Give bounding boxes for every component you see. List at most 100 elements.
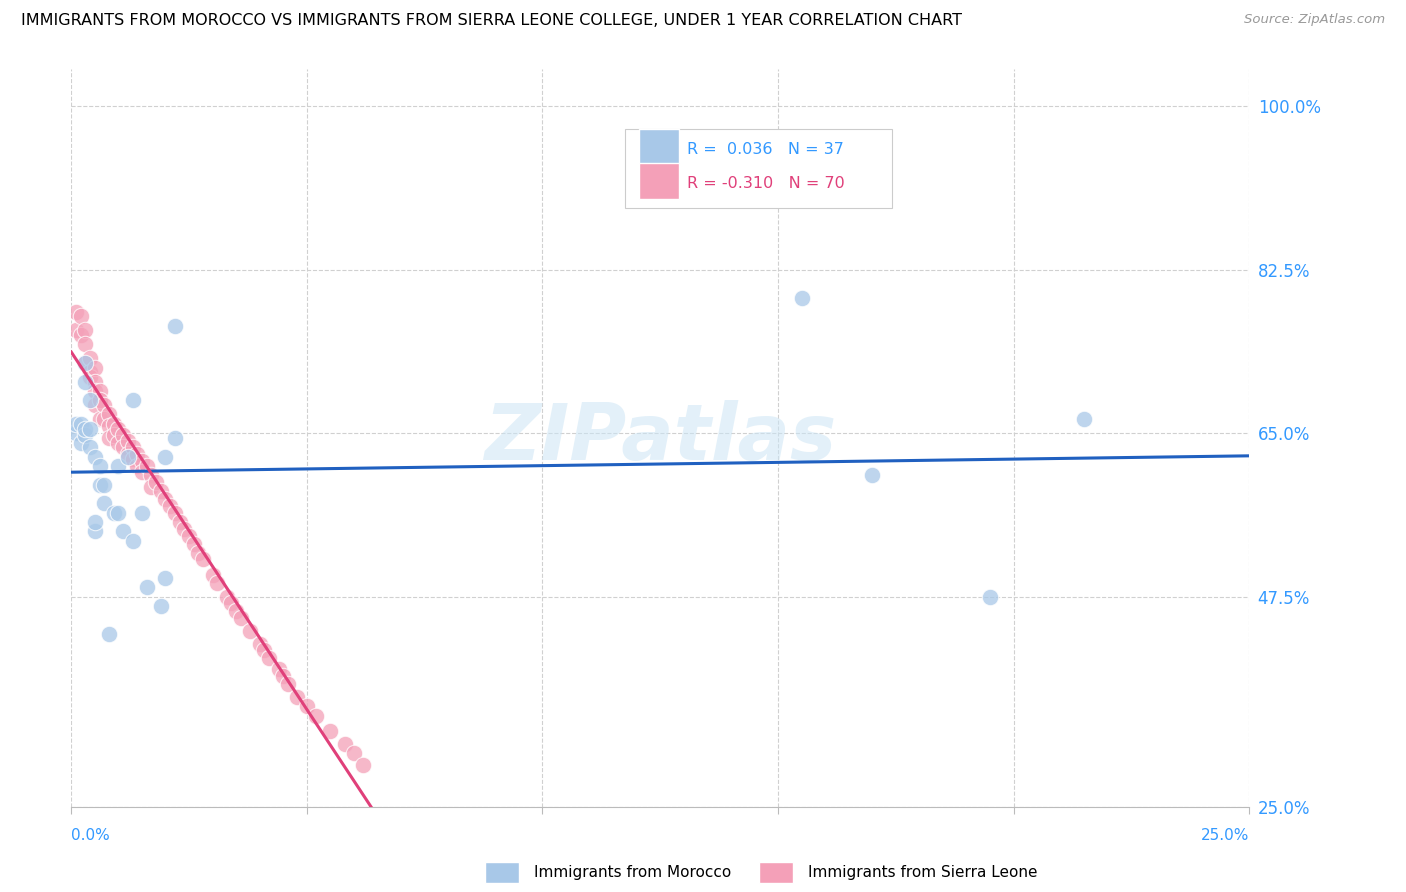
Point [352, 758, 374, 772]
Text: R =  0.036   N = 37: R = 0.036 N = 37 [688, 142, 844, 157]
Point [287, 690, 309, 704]
Point [107, 506, 129, 520]
Point [169, 515, 191, 529]
Point [141, 468, 163, 483]
Point [69, 310, 91, 324]
Point [107, 435, 129, 450]
Point [149, 599, 172, 614]
Point [131, 466, 153, 480]
Point [155, 491, 177, 506]
Point [163, 318, 186, 333]
Point [271, 669, 294, 683]
Point [75, 356, 97, 370]
Point [75, 421, 97, 435]
Point [83, 524, 105, 539]
Point [83, 360, 105, 375]
Point [89, 412, 111, 426]
Point [319, 723, 342, 738]
Point [83, 384, 105, 398]
Point [177, 529, 200, 543]
Point [121, 393, 143, 408]
Point [131, 454, 153, 468]
Point [65, 304, 87, 318]
Point [65, 417, 87, 431]
Point [93, 496, 115, 510]
Point [145, 475, 167, 489]
Point [79, 440, 101, 454]
Point [141, 480, 163, 494]
Point [860, 468, 883, 483]
Text: 25.0%: 25.0% [1201, 828, 1250, 843]
Point [117, 447, 139, 461]
Point [89, 393, 111, 408]
Point [93, 398, 115, 412]
Point [249, 636, 271, 650]
Point [149, 484, 172, 499]
Point [229, 611, 252, 625]
Point [103, 417, 125, 431]
Point [89, 384, 111, 398]
Point [107, 421, 129, 435]
Point [83, 375, 105, 389]
Point [163, 506, 186, 520]
Point [79, 370, 101, 384]
Point [159, 499, 181, 513]
Point [121, 452, 143, 467]
Point [333, 737, 356, 751]
Point [83, 398, 105, 412]
Point [343, 746, 366, 760]
Point [75, 337, 97, 351]
Point [89, 477, 111, 491]
Point [79, 421, 101, 435]
Point [257, 650, 280, 665]
Point [207, 575, 229, 590]
Point [155, 571, 177, 585]
Point [103, 428, 125, 442]
Point [83, 515, 105, 529]
Point [121, 533, 143, 548]
Point [131, 506, 153, 520]
Point [83, 450, 105, 464]
Point [93, 477, 115, 491]
Point [107, 458, 129, 473]
Point [187, 546, 209, 560]
Point [305, 708, 328, 723]
Point [117, 434, 139, 448]
Point [277, 677, 299, 691]
Point [97, 408, 120, 422]
Point [65, 323, 87, 337]
Point [112, 524, 135, 539]
Point [79, 393, 101, 408]
Point [127, 458, 149, 473]
Point [79, 365, 101, 379]
Point [295, 699, 318, 714]
Point [117, 450, 139, 464]
Point [201, 568, 224, 582]
Text: 0.0%: 0.0% [72, 828, 110, 843]
Point [173, 522, 195, 536]
Point [215, 590, 238, 604]
Point [97, 418, 120, 433]
Point [69, 328, 91, 343]
Point [155, 450, 177, 464]
Point [267, 662, 290, 676]
Point [979, 590, 1001, 604]
Text: R = -0.310   N = 70: R = -0.310 N = 70 [688, 177, 845, 192]
Point [121, 440, 143, 454]
Point [79, 351, 101, 366]
Text: Source: ZipAtlas.com: Source: ZipAtlas.com [1244, 13, 1385, 27]
Point [253, 643, 276, 657]
Point [75, 356, 97, 370]
Point [127, 447, 149, 461]
Text: IMMIGRANTS FROM MOROCCO VS IMMIGRANTS FROM SIERRA LEONE COLLEGE, UNDER 1 YEAR CO: IMMIGRANTS FROM MOROCCO VS IMMIGRANTS FR… [21, 13, 962, 29]
Text: Immigrants from Sierra Leone: Immigrants from Sierra Leone [808, 865, 1038, 880]
Point [163, 431, 186, 445]
Point [97, 627, 120, 641]
Text: ZIPatlas: ZIPatlas [484, 400, 837, 475]
Point [135, 581, 157, 595]
Point [112, 428, 135, 442]
Point [69, 417, 91, 431]
Point [69, 435, 91, 450]
Point [97, 431, 120, 445]
Point [1073, 412, 1095, 426]
